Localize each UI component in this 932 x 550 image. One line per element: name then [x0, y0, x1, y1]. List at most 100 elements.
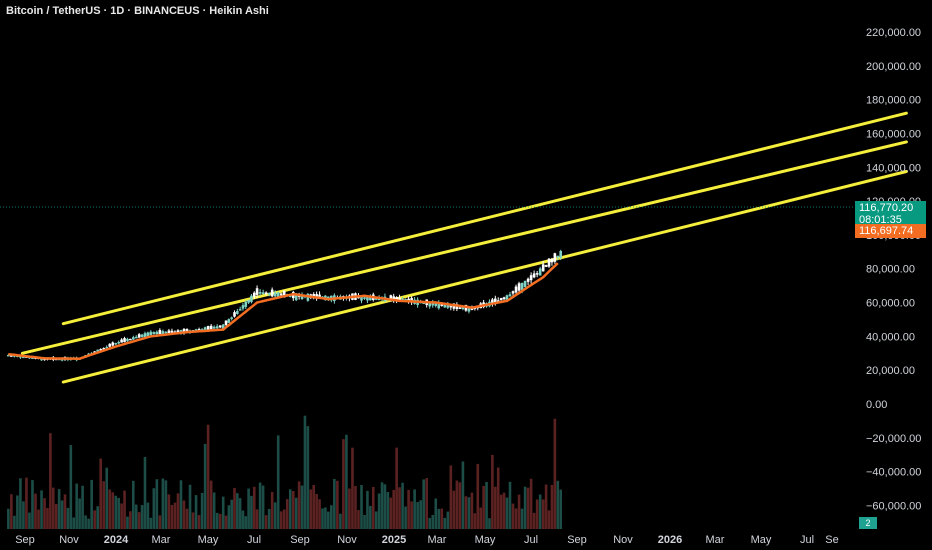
- candle: [241, 302, 245, 311]
- candle: [212, 325, 216, 329]
- volume-bar: [93, 510, 96, 529]
- candle: [496, 297, 500, 302]
- volume-bar: [158, 515, 162, 529]
- volume-bar: [437, 508, 441, 529]
- candle: [250, 294, 253, 304]
- volume-bar: [380, 482, 384, 529]
- volume-bar: [523, 486, 527, 529]
- volume-bar: [458, 482, 462, 529]
- volume-bar: [416, 502, 419, 529]
- volume-bar: [96, 506, 99, 529]
- volume-bar: [532, 512, 536, 529]
- time-tick-label: Jul: [247, 534, 261, 546]
- candle: [538, 266, 542, 276]
- candle: [526, 277, 530, 286]
- volume-bar: [123, 490, 126, 529]
- volume-bar: [559, 489, 563, 529]
- candle: [134, 335, 138, 339]
- candle: [270, 287, 274, 298]
- candle: [236, 308, 239, 315]
- candle: [392, 293, 396, 303]
- time-tick-label: Mar: [428, 534, 447, 546]
- candle: [215, 324, 219, 330]
- volume-bar: [383, 484, 387, 529]
- volume-bar: [134, 504, 138, 529]
- volume-bar: [374, 511, 378, 529]
- volume-bar: [90, 479, 93, 529]
- candle: [131, 335, 135, 341]
- volume-bar: [505, 497, 509, 529]
- volume-bar: [176, 493, 180, 529]
- chart-title: Bitcoin / TetherUS · 1D · BINANCEUS · He…: [6, 5, 269, 17]
- candle: [117, 340, 121, 345]
- volume-bar: [238, 498, 242, 529]
- volume-bar: [255, 509, 259, 529]
- time-tick-label: Jul: [800, 534, 814, 546]
- candle: [508, 291, 512, 297]
- volume-tag: 2: [859, 517, 877, 529]
- volume-bar: [398, 487, 401, 529]
- candle: [544, 264, 548, 268]
- price-axis[interactable]: 220,000.00 200,000.00 180,000.00 160,000.00…: [866, 27, 921, 512]
- volume-bar: [369, 505, 372, 529]
- volume-bar: [126, 516, 129, 529]
- volume-bar: [360, 485, 363, 529]
- price-tick-label: 20,000.00: [866, 365, 915, 377]
- volume-bars: [7, 415, 563, 529]
- volume-bar: [291, 491, 295, 529]
- time-tick-label: 2026: [658, 534, 682, 546]
- candle: [99, 348, 102, 351]
- time-axis[interactable]: Sep Nov 2024 Mar May Jul Sep Nov 2025 Mar May Jul Se…: [15, 534, 839, 546]
- volume-bar: [342, 439, 345, 529]
- volume-bar: [34, 493, 37, 529]
- volume-bar: [354, 485, 357, 529]
- volume-bar: [19, 478, 22, 529]
- volume-bar: [78, 498, 81, 529]
- volume-bar: [69, 445, 73, 529]
- time-tick-label: Sep: [567, 534, 587, 546]
- volume-bar: [306, 426, 310, 529]
- volume-bar: [425, 478, 428, 529]
- volume-bar: [279, 511, 283, 529]
- volume-bar: [137, 512, 141, 529]
- volume-bar: [392, 489, 396, 529]
- volume-bar: [179, 480, 183, 529]
- volume-bar: [197, 515, 201, 529]
- volume-bar: [63, 494, 67, 529]
- volume-bar: [407, 489, 410, 529]
- volume-bar: [99, 458, 102, 529]
- candle: [123, 336, 126, 343]
- volume-bar: [541, 499, 545, 529]
- volume-bar: [315, 494, 318, 529]
- volume-bar: [282, 509, 286, 529]
- volume-bar: [28, 512, 31, 529]
- candle: [553, 252, 557, 264]
- volume-bar: [161, 478, 165, 529]
- volume-bar: [428, 517, 432, 529]
- volume-bar: [37, 509, 40, 529]
- volume-bar: [297, 481, 301, 529]
- candle: [258, 289, 262, 296]
- price-tick-label: 0.00: [866, 399, 887, 411]
- volume-bar: [167, 494, 171, 529]
- volume-bar: [386, 492, 390, 529]
- volume-bar: [499, 494, 503, 529]
- volume-bar: [511, 503, 515, 529]
- volume-bar: [209, 480, 213, 529]
- volume-bar: [547, 510, 551, 529]
- price-tick-label: −60,000.00: [866, 500, 921, 512]
- price-tick-label: −40,000.00: [866, 467, 921, 479]
- moving-average: [8, 262, 559, 360]
- volume-bar: [252, 486, 256, 529]
- price-tick-label: 220,000.00: [866, 27, 921, 39]
- volume-bar: [482, 485, 485, 529]
- volume-bar: [345, 434, 348, 529]
- candle: [164, 331, 168, 334]
- volume-bar: [111, 492, 115, 529]
- candle: [224, 320, 228, 326]
- volume-bar: [553, 418, 557, 529]
- volume-bar: [357, 510, 360, 529]
- candle: [108, 343, 112, 348]
- volume-bar: [455, 480, 459, 529]
